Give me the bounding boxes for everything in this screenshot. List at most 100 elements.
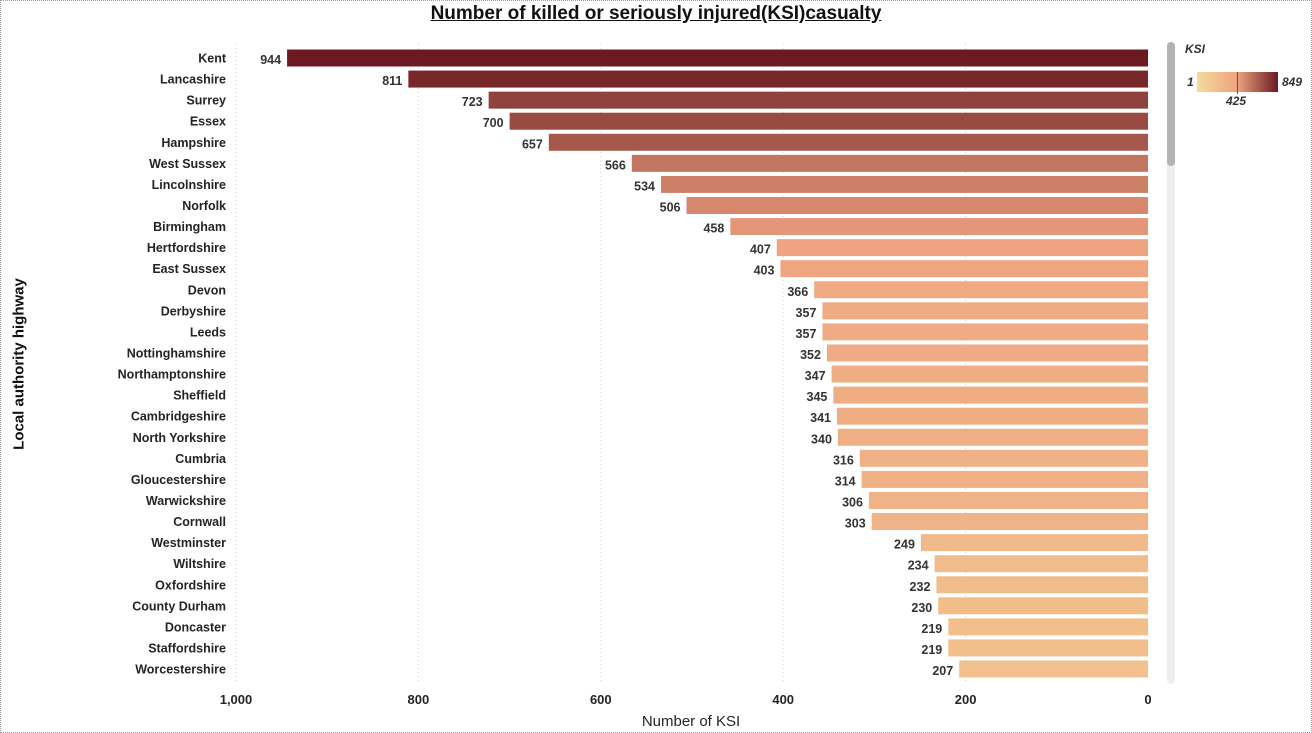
category-label: North Yorkshire bbox=[133, 431, 226, 445]
x-tick-label: 600 bbox=[590, 692, 612, 707]
category-label: Cumbria bbox=[175, 452, 227, 466]
x-tick-label: 200 bbox=[955, 692, 977, 707]
category-label: Kent bbox=[198, 52, 227, 66]
category-label: Worcestershire bbox=[135, 663, 226, 677]
category-label: Lincolnshire bbox=[152, 178, 226, 192]
category-label: Hampshire bbox=[161, 136, 226, 150]
scrollbar-thumb[interactable] bbox=[1167, 42, 1175, 166]
data-label: 316 bbox=[833, 453, 854, 467]
data-label: 340 bbox=[811, 432, 832, 446]
category-label: Oxfordshire bbox=[155, 578, 226, 592]
data-label: 366 bbox=[787, 285, 808, 299]
bar[interactable] bbox=[934, 555, 1148, 573]
category-label: Lancashire bbox=[160, 73, 226, 87]
bar[interactable] bbox=[948, 618, 1148, 636]
bar[interactable] bbox=[814, 281, 1148, 299]
legend-title: KSI bbox=[1185, 42, 1206, 56]
bar[interactable] bbox=[837, 428, 1148, 446]
category-label: Gloucestershire bbox=[131, 473, 226, 487]
data-label: 232 bbox=[910, 580, 931, 594]
x-axis-label: Number of KSI bbox=[641, 713, 741, 730]
category-label: Surrey bbox=[186, 94, 226, 108]
data-label: 352 bbox=[800, 348, 821, 362]
category-label: Birmingham bbox=[153, 220, 226, 234]
bar[interactable] bbox=[780, 260, 1148, 278]
data-label: 700 bbox=[483, 116, 504, 130]
bar[interactable] bbox=[831, 365, 1148, 383]
data-label: 723 bbox=[462, 95, 483, 109]
bar[interactable] bbox=[826, 344, 1148, 362]
data-label: 230 bbox=[911, 601, 932, 615]
bar[interactable] bbox=[938, 597, 1148, 615]
bar[interactable] bbox=[822, 302, 1148, 320]
legend-min-label: 1 bbox=[1187, 75, 1194, 89]
data-label: 249 bbox=[894, 538, 915, 552]
data-label: 234 bbox=[908, 559, 929, 573]
data-label: 566 bbox=[605, 158, 626, 172]
bar[interactable] bbox=[859, 449, 1148, 467]
category-label: Doncaster bbox=[165, 620, 226, 634]
category-label: Norfolk bbox=[182, 199, 226, 213]
bar[interactable] bbox=[408, 70, 1148, 88]
legend-midpoint-marker bbox=[1237, 72, 1238, 94]
bar[interactable] bbox=[287, 49, 1148, 67]
bar[interactable] bbox=[509, 112, 1149, 130]
bar[interactable] bbox=[686, 196, 1148, 214]
color-legend: KSI 1 849 425 bbox=[1182, 40, 1302, 110]
data-label: 811 bbox=[382, 74, 402, 88]
bar[interactable] bbox=[822, 323, 1148, 341]
legend-mid-label: 425 bbox=[1226, 94, 1247, 108]
x-tick-label: 800 bbox=[408, 692, 430, 707]
bar[interactable] bbox=[871, 513, 1148, 531]
bar[interactable] bbox=[837, 407, 1148, 425]
data-label: 347 bbox=[805, 369, 826, 383]
bar[interactable] bbox=[936, 576, 1148, 594]
category-label: Essex bbox=[190, 115, 226, 129]
bar[interactable] bbox=[776, 239, 1148, 257]
bar[interactable] bbox=[861, 470, 1148, 488]
category-label: Wiltshire bbox=[173, 557, 226, 571]
bar[interactable] bbox=[631, 154, 1148, 172]
data-label: 314 bbox=[835, 474, 856, 488]
data-label: 534 bbox=[634, 179, 655, 193]
x-tick-label: 400 bbox=[772, 692, 794, 707]
x-tick-label: 1,000 bbox=[220, 692, 253, 707]
category-label: Cambridgeshire bbox=[131, 410, 226, 424]
data-label: 341 bbox=[810, 411, 831, 425]
category-label: Devon bbox=[188, 283, 226, 297]
bar[interactable] bbox=[730, 218, 1148, 236]
category-label: Leeds bbox=[190, 325, 226, 339]
data-label: 407 bbox=[750, 243, 771, 257]
legend-max-label: 849 bbox=[1282, 75, 1303, 89]
bar[interactable] bbox=[488, 91, 1148, 109]
category-label: Hertfordshire bbox=[147, 241, 226, 255]
data-label: 219 bbox=[921, 622, 942, 636]
category-label: Sheffield bbox=[173, 389, 226, 403]
bar[interactable] bbox=[959, 660, 1148, 678]
chart-title: Number of killed or seriously injured(KS… bbox=[430, 3, 882, 24]
bar[interactable] bbox=[833, 386, 1148, 404]
data-label: 357 bbox=[796, 306, 817, 320]
bar[interactable] bbox=[660, 175, 1148, 193]
bar[interactable] bbox=[948, 639, 1148, 657]
data-label: 506 bbox=[660, 200, 681, 214]
bar[interactable] bbox=[868, 491, 1148, 509]
category-label: West Sussex bbox=[149, 157, 226, 171]
category-label: East Sussex bbox=[152, 262, 226, 276]
category-label: Derbyshire bbox=[161, 304, 226, 318]
chart-scrollbar[interactable] bbox=[1167, 42, 1175, 684]
category-label: Westminster bbox=[151, 536, 226, 550]
bar[interactable] bbox=[548, 133, 1148, 151]
category-label: Northamptonshire bbox=[118, 368, 226, 382]
data-label: 306 bbox=[842, 495, 863, 509]
data-label: 458 bbox=[703, 222, 724, 236]
data-label: 403 bbox=[754, 264, 775, 278]
data-label: 219 bbox=[921, 643, 942, 657]
category-label: Staffordshire bbox=[148, 641, 226, 655]
data-label: 345 bbox=[807, 390, 828, 404]
bar[interactable] bbox=[920, 534, 1148, 552]
data-label: 303 bbox=[845, 517, 866, 531]
category-label: Nottinghamshire bbox=[127, 346, 226, 360]
category-label: Cornwall bbox=[173, 515, 226, 529]
